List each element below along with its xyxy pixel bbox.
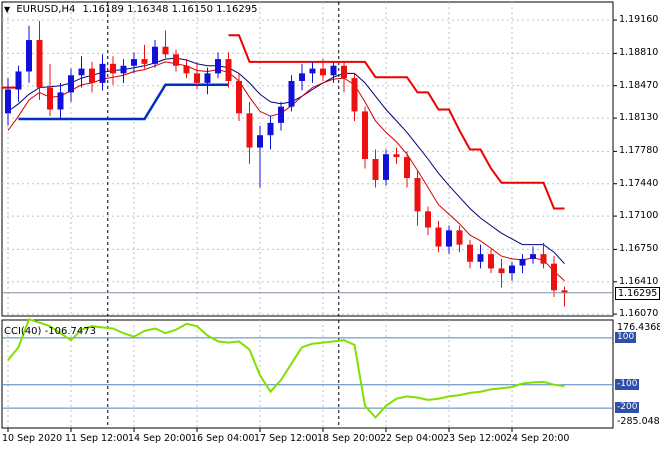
candle-bear (162, 46, 169, 55)
price-tick-label: 1.19160 (619, 14, 659, 26)
candle-bear (456, 230, 463, 245)
cci-line (7, 317, 565, 419)
candle-bear (141, 59, 148, 64)
candle-bear (435, 227, 442, 247)
candle-bear (320, 68, 326, 76)
candle-bull (299, 73, 305, 81)
candle-bear (362, 111, 368, 159)
candle-bear (351, 78, 358, 112)
candle-bull (477, 254, 484, 262)
candle-bear (89, 68, 95, 83)
symbol-label: EURUSD,H4 (16, 4, 76, 15)
cci-level-label: 100 (615, 331, 637, 343)
price-tick-label: 1.16410 (619, 275, 659, 287)
candle-bull (257, 135, 263, 148)
candle-bull (446, 230, 452, 247)
time-tick-label: 17 Sep 12:00 (254, 433, 318, 444)
candle-bear (498, 268, 505, 274)
candle-bull (288, 80, 295, 107)
time-tick-label: 23 Sep 12:00 (443, 433, 507, 444)
candle-bull (5, 89, 11, 114)
candle-bear (47, 87, 53, 110)
time-tick-label: 22 Sep 04:00 (380, 433, 444, 444)
candle-bear (246, 113, 253, 148)
candle-bull (152, 46, 158, 64)
candle-bull (383, 154, 389, 180)
candle-bull (204, 73, 211, 83)
ohlc-values: 1.16189 1.16348 1.16150 1.16295 (82, 4, 258, 15)
price-tick-label: 1.17100 (619, 210, 659, 222)
candle-bull (57, 92, 64, 110)
collapse-triangle-icon[interactable]: ▼ (4, 5, 11, 14)
time-tick-label: 18 Sep 20:00 (317, 433, 381, 444)
candle-bull (215, 59, 221, 74)
candle-bear (183, 65, 190, 74)
candle-bear (561, 290, 568, 294)
main-panel-frame (1, 1, 614, 317)
candle-bear (414, 178, 421, 212)
candle-bear (393, 154, 400, 158)
current-price-tag: 1.16295 (615, 286, 660, 300)
time-tick-label: 11 Sep 12:00 (65, 433, 129, 444)
candle-bear (236, 80, 242, 114)
candle-bull (78, 68, 85, 76)
candle-bull (15, 71, 22, 90)
candle-bull (120, 65, 127, 74)
candle-bear (173, 54, 179, 66)
stop-line-red (228, 34, 565, 210)
chart-header: ▼ EURUSD,H4 1.16189 1.16348 1.16150 1.16… (4, 4, 258, 15)
price-tick-label: 1.16070 (619, 308, 659, 320)
candle-bear (540, 254, 547, 264)
candle-bull (509, 265, 515, 274)
candle-bear (341, 65, 347, 79)
price-tick-label: 1.17440 (619, 177, 659, 189)
cci-level-label: -200 (615, 402, 640, 414)
cci-max-label: 176.4368 (617, 322, 660, 333)
candle-bull (267, 122, 274, 136)
candle-bull (330, 65, 337, 76)
candle-bull (519, 258, 526, 266)
candle-bear (194, 73, 200, 83)
price-tick-label: 1.16750 (619, 243, 659, 255)
candle-bull (131, 59, 137, 66)
candle-bull (278, 106, 284, 123)
price-tick-label: 1.18470 (619, 79, 659, 91)
candle-bear (36, 40, 43, 88)
candle-bear (404, 157, 410, 179)
candle-bear (372, 159, 379, 180)
candle-bull (530, 254, 536, 259)
price-tick-label: 1.18130 (619, 112, 659, 124)
time-tick-label: 16 Sep 04:00 (191, 433, 255, 444)
candle-bull (68, 75, 74, 93)
time-tick-label: 24 Sep 20:00 (506, 433, 570, 444)
candle-bear (551, 263, 557, 291)
cci-level-label: -100 (615, 378, 640, 390)
time-tick-label: 10 Sep 2020 (2, 433, 63, 444)
time-tick-label: 14 Sep 20:00 (128, 433, 192, 444)
candle-bear (425, 211, 431, 228)
candle-bull (99, 63, 106, 83)
price-tick-label: 1.17780 (619, 145, 659, 157)
price-tick-label: 1.18810 (619, 47, 659, 59)
cci-title: CCI(40) -106.7473 (4, 326, 96, 337)
candle-bear (110, 63, 116, 74)
candle-bull (309, 68, 316, 74)
candle-bear (488, 254, 494, 269)
candle-bear (225, 59, 232, 81)
candle-bull (26, 40, 32, 72)
candle-bear (467, 244, 473, 262)
cci-min-label: -285.0484 (617, 416, 660, 427)
